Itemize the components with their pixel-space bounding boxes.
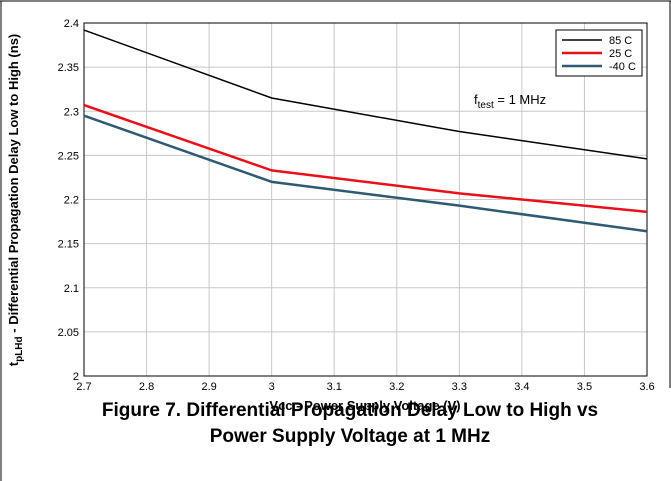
x-tick-label: 3 xyxy=(269,381,275,393)
test-frequency-annotation: ftest = 1 MHz xyxy=(474,92,546,111)
caption-line-2: Power Supply Voltage at 1 MHz xyxy=(209,426,491,447)
x-tick-label: 2.7 xyxy=(76,381,91,393)
y-tick-label: 2.1 xyxy=(64,283,79,295)
series-line-2 xyxy=(83,103,648,214)
y-tick-label: 2.35 xyxy=(58,62,79,74)
x-tick-label: 2.8 xyxy=(139,381,154,393)
x-tick-label: 3.6 xyxy=(639,381,654,393)
annotation-rest: = 1 MHz xyxy=(494,92,546,107)
y-axis-label-sub: pLHd xyxy=(14,336,25,362)
y-tick-label: 2.4 xyxy=(64,18,79,30)
legend-label: 25 C xyxy=(609,48,632,60)
y-axis-label-rest: - Differential Propagation Delay Low to … xyxy=(6,34,21,337)
annotation-sub: test xyxy=(478,100,494,111)
y-axis-label-main: t xyxy=(6,361,21,366)
x-tick-label: 2.9 xyxy=(201,381,216,393)
legend-label: -40 C xyxy=(609,61,636,73)
y-tick-label: 2.05 xyxy=(58,327,79,339)
x-tick-label: 3.1 xyxy=(327,381,342,393)
x-tick-label: 3.3 xyxy=(452,381,467,393)
y-tick-label: 2 xyxy=(73,371,79,383)
y-tick-label: 2.2 xyxy=(64,195,79,207)
figure-caption: Figure 7. Differential Propagation Delay… xyxy=(30,398,670,450)
y-axis-label: tpLHd - Differential Propagation Delay L… xyxy=(6,34,25,367)
x-tick-label: 3.4 xyxy=(514,381,529,393)
tick-labels: 2.7 2.8 2.9 3 3.1 3.2 3.3 3.4 3.5 3.6 2 2.05 2.1 2.15… xyxy=(58,18,655,393)
x-tick-label: 3.2 xyxy=(389,381,404,393)
x-axis-label: Vcc - Power Supply Voltage (V) xyxy=(269,398,460,413)
y-tick-label: 2.3 xyxy=(64,106,79,118)
legend: 85 C25 C-40 C xyxy=(555,29,643,77)
caption-line-1: Figure 7. Differential Propagation Delay… xyxy=(101,400,599,421)
series-line-1 xyxy=(83,29,648,160)
y-tick-label: 2.25 xyxy=(58,150,79,162)
series-line-3 xyxy=(83,114,648,233)
y-tick-label: 2.15 xyxy=(58,239,79,251)
series-lines xyxy=(83,29,648,233)
legend-label: 85 C xyxy=(609,35,632,47)
annotation-main: f xyxy=(474,92,478,107)
x-tick-label: 3.5 xyxy=(577,381,592,393)
plot-area-border xyxy=(83,22,648,377)
line-chart: 2.7 2.8 2.9 3 3.1 3.2 3.3 3.4 3.5 3.6 2 2.05 2.1 2.15… xyxy=(6,18,655,413)
